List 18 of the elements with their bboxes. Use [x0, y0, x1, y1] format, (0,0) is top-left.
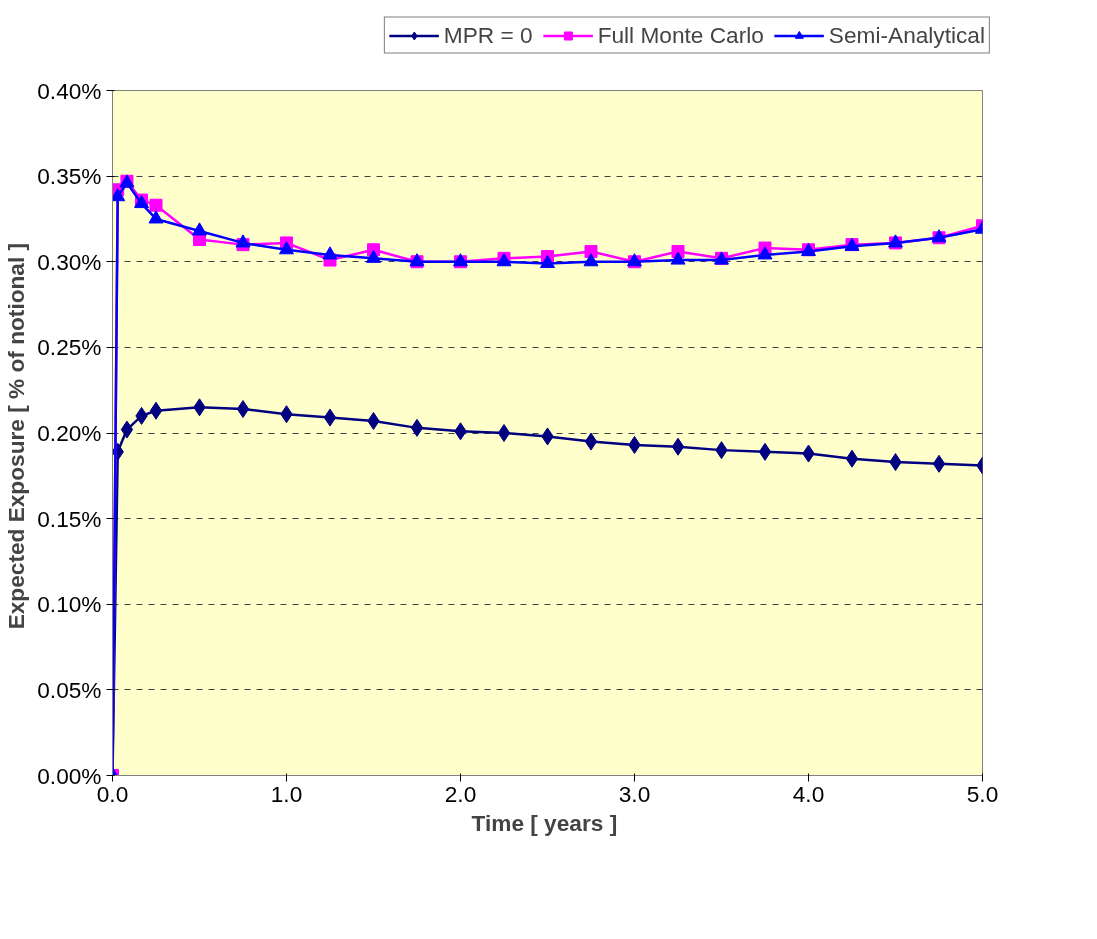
y-tick-label: 0.20%	[37, 420, 102, 446]
y-tick-label: 0.30%	[37, 248, 102, 275]
x-tick-label: 1.0	[270, 780, 303, 807]
y-tick-label: 0.10%	[37, 591, 102, 618]
y-axis-title: Expected Exposure [ % of notional ]	[3, 242, 30, 630]
x-axis-title: Time [ years ]	[471, 809, 618, 836]
y-tick-label: 0.40%	[37, 77, 102, 104]
x-tick-label: 4.0	[792, 780, 825, 807]
y-tick-label: 0.25%	[37, 334, 102, 361]
legend-label: Full Monte Carlo	[597, 21, 764, 49]
legend-label: Semi-Analytical	[828, 21, 985, 49]
y-tick-label: 0.05%	[37, 676, 102, 703]
x-tick-label: 2.0	[444, 780, 477, 807]
legend-label: MPR = 0	[443, 21, 533, 49]
x-tick-label: 3.0	[618, 780, 651, 807]
x-tick-label: 5.0	[966, 780, 999, 807]
y-tick-label: 0.35%	[37, 163, 102, 190]
y-tick-label: 0.15%	[37, 505, 102, 532]
